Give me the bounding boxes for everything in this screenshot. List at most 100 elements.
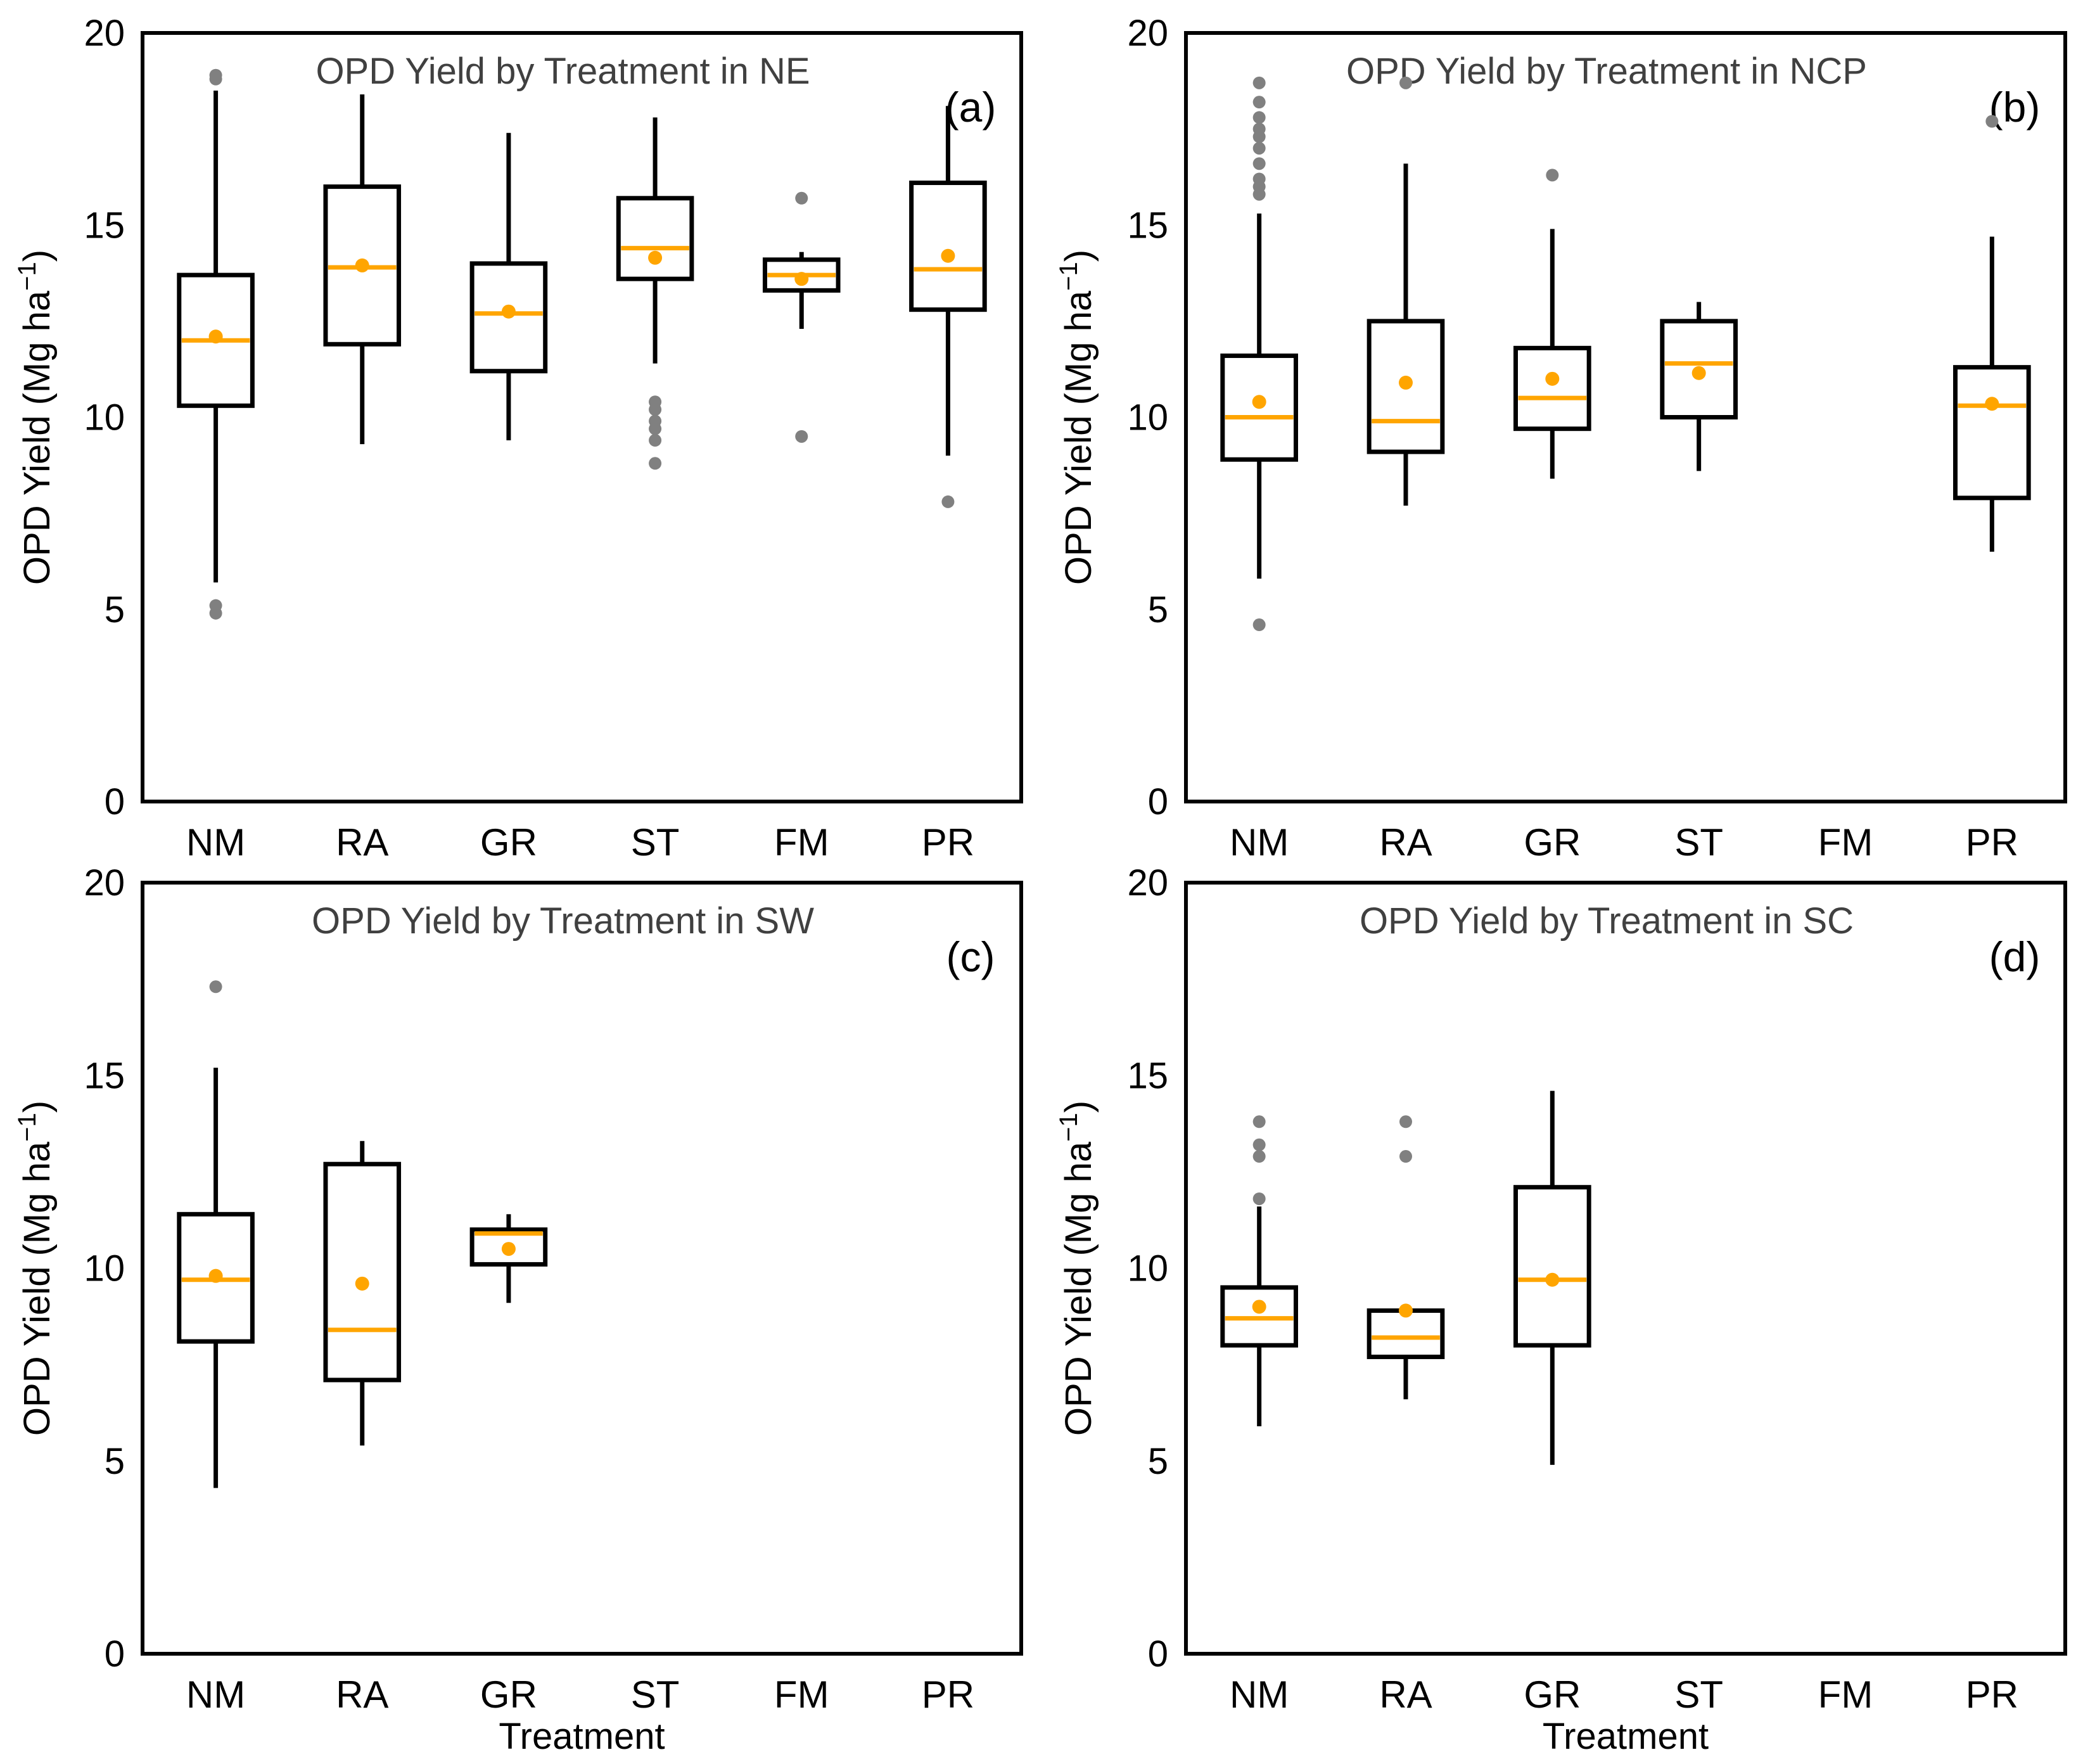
- x-axis-label: Treatment: [499, 1716, 665, 1757]
- mean-marker: [355, 1276, 369, 1291]
- mean-marker: [941, 248, 955, 263]
- panel-title: OPD Yield by Treatment in SC: [1360, 900, 1854, 942]
- x-tick-label: RA: [336, 821, 388, 864]
- x-tick-label: NM: [1230, 821, 1289, 864]
- box-iqr: [1513, 1185, 1591, 1348]
- x-tick-label: RA: [1379, 821, 1432, 864]
- mean-marker: [1399, 1303, 1413, 1318]
- outlier-point: [1252, 1192, 1266, 1205]
- outlier-point: [941, 495, 955, 508]
- mean-marker: [208, 1269, 223, 1283]
- x-tick-label: GR: [1524, 821, 1581, 864]
- y-tick-label: 10: [1127, 397, 1168, 438]
- plot-frame: [1184, 31, 2067, 803]
- outlier-point: [209, 980, 222, 994]
- y-tick-label: 0: [105, 1633, 125, 1675]
- outlier-point: [649, 395, 662, 409]
- y-tick-label: 0: [105, 781, 125, 822]
- y-tick-label: 15: [1127, 1055, 1168, 1096]
- outlier-point: [209, 68, 222, 82]
- mean-marker: [1545, 1272, 1560, 1287]
- mean-marker: [208, 329, 223, 344]
- mean-marker: [648, 250, 663, 265]
- box-iqr: [469, 261, 548, 374]
- outlier-point: [1252, 96, 1266, 109]
- mean-marker: [501, 1242, 516, 1256]
- box-iqr: [1513, 345, 1591, 431]
- outlier-point: [795, 191, 808, 205]
- box-iqr: [323, 1161, 402, 1383]
- mean-marker: [1545, 371, 1560, 386]
- outlier-point: [209, 599, 222, 612]
- box-iqr: [177, 272, 255, 408]
- plot-frame: [141, 881, 1023, 1656]
- mean-marker: [794, 272, 809, 286]
- mean-marker: [1252, 395, 1266, 409]
- outlier-point: [1399, 1115, 1412, 1128]
- box-iqr: [909, 181, 987, 312]
- box-iqr: [323, 184, 402, 347]
- x-tick-label: FM: [1818, 1673, 1873, 1716]
- mean-marker: [1691, 366, 1706, 380]
- x-tick-label: ST: [1674, 821, 1723, 864]
- x-tick-label: NM: [186, 821, 245, 864]
- panel-label: (a): [945, 84, 997, 131]
- y-tick-label: 10: [84, 397, 125, 438]
- outlier-point: [649, 433, 662, 447]
- x-tick-label: GR: [1524, 1673, 1581, 1716]
- x-tick-label: ST: [1674, 1673, 1723, 1716]
- outlier-point: [795, 430, 808, 443]
- x-tick-label: RA: [336, 1673, 388, 1716]
- mean-marker: [1252, 1300, 1266, 1314]
- panel-label: (d): [1989, 933, 2041, 980]
- outlier-point: [1252, 111, 1266, 124]
- x-axis-label: Treatment: [1543, 1716, 1709, 1757]
- box-iqr: [469, 1227, 548, 1267]
- outlier-point: [1252, 141, 1266, 155]
- outlier-point: [1399, 1150, 1412, 1163]
- box-iqr: [177, 1211, 255, 1344]
- outlier-point: [1252, 1138, 1266, 1151]
- plot-frame: [1184, 881, 2067, 1656]
- outlier-point: [1252, 172, 1266, 186]
- mean-marker: [1399, 375, 1413, 390]
- x-tick-label: NM: [1230, 1673, 1289, 1716]
- outlier-point: [1252, 76, 1266, 89]
- mean-marker: [1985, 397, 1999, 411]
- x-tick-label: FM: [1818, 821, 1873, 864]
- outlier-point: [1252, 157, 1266, 170]
- y-tick-label: 0: [1148, 781, 1168, 822]
- x-tick-label: PR: [922, 821, 974, 864]
- x-tick-label: RA: [1379, 1673, 1432, 1716]
- x-tick-label: NM: [186, 1673, 245, 1716]
- y-axis-label: OPD Yield (Mg ha−1): [1055, 250, 1099, 585]
- outlier-point: [1252, 618, 1266, 632]
- panel-title: OPD Yield by Treatment in SW: [312, 900, 814, 942]
- box-iqr: [616, 196, 694, 281]
- outlier-point: [1399, 76, 1412, 89]
- y-tick-label: 20: [1127, 13, 1168, 54]
- y-tick-label: 5: [105, 589, 125, 630]
- box-iqr: [1953, 365, 2031, 501]
- box-iqr: [1220, 1285, 1299, 1348]
- mean-marker: [355, 258, 369, 272]
- y-axis-label: OPD Yield (Mg ha−1): [1055, 1101, 1099, 1436]
- y-axis-label: OPD Yield (Mg ha−1): [13, 1101, 58, 1436]
- outlier-point: [1252, 1115, 1266, 1128]
- x-tick-label: PR: [922, 1673, 974, 1716]
- y-axis-label: OPD Yield (Mg ha−1): [13, 250, 58, 585]
- y-tick-label: 15: [1127, 205, 1168, 246]
- x-tick-label: ST: [631, 1673, 680, 1716]
- y-tick-label: 20: [1127, 862, 1168, 904]
- panel-label: (c): [946, 933, 995, 980]
- y-tick-label: 15: [84, 1055, 125, 1096]
- y-tick-label: 5: [105, 1441, 125, 1482]
- x-tick-label: PR: [1966, 1673, 2018, 1716]
- panel-title: OPD Yield by Treatment in NE: [315, 51, 810, 92]
- y-tick-label: 10: [1127, 1248, 1168, 1289]
- y-tick-label: 15: [84, 205, 125, 246]
- outlier-point: [649, 414, 662, 428]
- panel-title: OPD Yield by Treatment in NCP: [1346, 51, 1867, 92]
